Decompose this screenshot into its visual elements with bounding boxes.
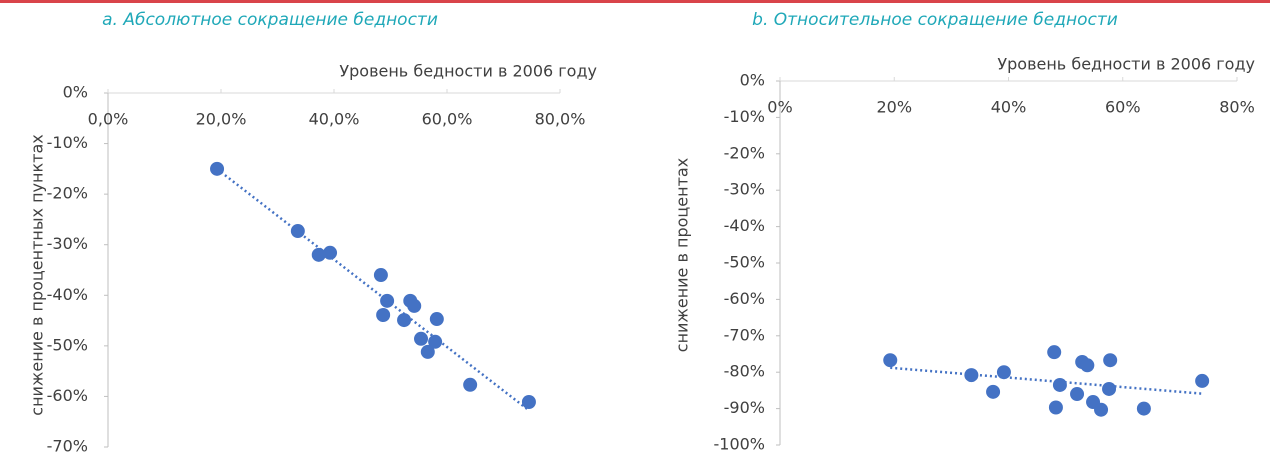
y-tick-label: -40% xyxy=(47,285,88,304)
point xyxy=(986,384,1001,399)
trendline xyxy=(890,366,1203,395)
x-tick-label: 80,0% xyxy=(535,110,586,129)
point xyxy=(964,368,979,383)
y-tick-label: -20% xyxy=(47,184,88,203)
point xyxy=(1048,400,1063,415)
y-tick-label: -10% xyxy=(47,133,88,152)
point xyxy=(463,377,478,392)
y-tick-label: -60% xyxy=(47,386,88,405)
y-tick-label: -50% xyxy=(724,253,765,272)
point xyxy=(1070,387,1085,402)
x-tick-label: 80% xyxy=(1219,98,1255,117)
chart-title: a. Абсолютное сокращение бедности xyxy=(102,10,438,30)
point xyxy=(380,293,395,308)
y-tick-label: -70% xyxy=(724,325,765,344)
x-tick-label: 40% xyxy=(991,98,1027,117)
y-tick-label: -20% xyxy=(724,143,765,162)
point xyxy=(1103,353,1118,368)
y-tick-label: 0% xyxy=(63,83,88,102)
point xyxy=(420,344,435,359)
y-tick-label: -90% xyxy=(724,398,765,417)
y-tick-label: 0% xyxy=(740,71,765,90)
point xyxy=(996,365,1011,380)
y-axis-title: снижение в процентах xyxy=(673,158,692,352)
point xyxy=(1052,377,1067,392)
y-tick-label: -80% xyxy=(724,362,765,381)
point xyxy=(407,298,422,313)
y-axis-title: снижение в процентных пунктах xyxy=(28,134,47,415)
x-tick-label: 60,0% xyxy=(422,110,473,129)
x-tick-label: 40,0% xyxy=(309,110,360,129)
point xyxy=(521,394,536,409)
point xyxy=(1136,401,1151,416)
point xyxy=(373,268,388,283)
point xyxy=(1080,358,1095,373)
point xyxy=(290,224,305,239)
y-tick-label: -50% xyxy=(47,335,88,354)
x-tick-label: 0% xyxy=(767,98,792,117)
y-tick-label: -10% xyxy=(724,107,765,126)
point xyxy=(210,161,225,176)
point xyxy=(883,353,898,368)
point xyxy=(311,247,326,262)
y-tick-label: -100% xyxy=(713,435,765,454)
point xyxy=(429,312,444,327)
y-tick-label: -30% xyxy=(47,234,88,253)
point xyxy=(376,308,391,323)
point xyxy=(1102,381,1117,396)
point xyxy=(1195,373,1210,388)
point xyxy=(428,334,443,349)
trendline xyxy=(216,168,530,412)
point xyxy=(414,331,429,346)
point xyxy=(397,313,412,328)
y-tick-label: -60% xyxy=(724,289,765,308)
top-rule xyxy=(0,0,1270,3)
point xyxy=(1094,402,1109,417)
x-tick-label: 20,0% xyxy=(196,110,247,129)
y-tick-label: -70% xyxy=(47,437,88,456)
x-tick-label: 60% xyxy=(1105,98,1141,117)
y-tick-label: -40% xyxy=(724,216,765,235)
point xyxy=(1047,345,1062,360)
x-axis-title: Уровень бедности в 2006 году xyxy=(339,62,597,81)
point xyxy=(323,245,338,260)
y-tick-label: -30% xyxy=(724,180,765,199)
x-tick-label: 0,0% xyxy=(88,110,129,129)
chart-title: b. Относительное сокращение бедности xyxy=(752,10,1118,30)
x-tick-label: 20% xyxy=(876,98,912,117)
x-axis-title: Уровень бедности в 2006 году xyxy=(997,55,1255,74)
